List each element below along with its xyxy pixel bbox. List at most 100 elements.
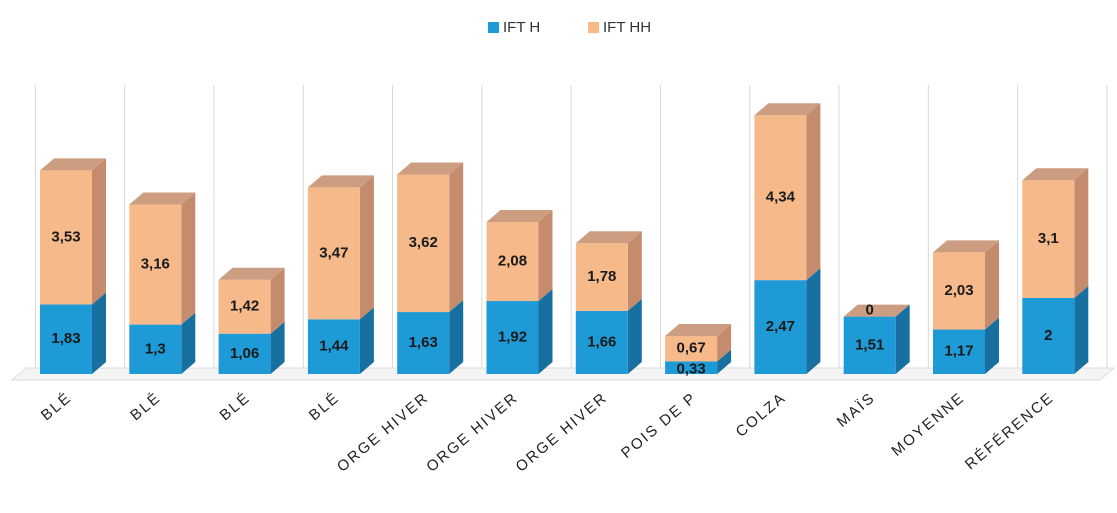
value-label: 1,63 <box>409 334 438 351</box>
bar <box>486 222 539 302</box>
bar-side <box>538 210 553 302</box>
bar-top <box>665 324 732 336</box>
bar-side <box>181 192 196 325</box>
bar-top <box>754 103 821 116</box>
bar-top <box>486 210 553 222</box>
bar <box>933 329 985 374</box>
bar-side <box>895 304 910 374</box>
value-label: 3,53 <box>51 228 80 245</box>
legend-label: IFT H <box>503 19 540 36</box>
value-label: 1,3 <box>145 340 166 357</box>
bar <box>397 174 450 313</box>
bar <box>40 170 92 305</box>
bar <box>1022 180 1075 298</box>
bar-side <box>806 103 821 281</box>
value-label: 1,83 <box>51 330 80 347</box>
value-label: 3,16 <box>141 256 170 273</box>
bar-top <box>129 192 196 205</box>
bar-top <box>575 231 642 244</box>
value-label: 2 <box>1044 327 1052 344</box>
bar-side <box>538 289 553 374</box>
bar-side <box>359 175 374 320</box>
x-tick-label: RÉFÉRENCE <box>962 389 1058 473</box>
value-label: 3,1 <box>1038 230 1059 247</box>
legend-label: IFT HH <box>603 19 651 36</box>
bar-side <box>92 292 106 374</box>
value-label: 2,03 <box>944 282 973 299</box>
x-tick-label: MOYENNE <box>888 389 968 460</box>
bar-side <box>985 240 999 330</box>
bar-top <box>843 304 910 317</box>
value-label: 1,92 <box>498 328 527 345</box>
bar <box>1022 298 1075 374</box>
bar <box>575 243 628 311</box>
value-label: 1,42 <box>230 298 259 315</box>
legend-swatch <box>488 22 499 33</box>
bar-side <box>449 300 464 374</box>
x-tick-label: COLZA <box>733 389 790 441</box>
bar-side <box>270 321 285 374</box>
bar <box>218 279 271 334</box>
bar <box>397 312 450 374</box>
value-label: 1,66 <box>587 333 616 350</box>
value-label: 4,34 <box>766 189 796 206</box>
bar <box>486 301 539 374</box>
bar <box>40 304 92 374</box>
bar-side <box>717 349 732 374</box>
x-tick-label: BLÉ <box>38 389 75 424</box>
bar-side <box>985 317 999 374</box>
bar <box>754 280 807 374</box>
bar-side <box>717 324 732 362</box>
value-label: 0,67 <box>676 340 705 357</box>
bar <box>665 361 718 374</box>
legend-swatch <box>588 22 599 33</box>
x-tick-label: MAÏS <box>834 389 879 431</box>
bar <box>665 336 718 362</box>
x-tick-label: BLÉ <box>127 389 164 424</box>
bar <box>129 324 182 374</box>
bar <box>218 333 271 374</box>
bar-side <box>1074 286 1089 374</box>
bar-side <box>181 312 196 374</box>
x-tick-label: ORGE HIVER <box>334 389 432 475</box>
value-label: 1,06 <box>230 345 259 362</box>
value-label: 1,17 <box>944 343 973 360</box>
bar <box>307 187 360 320</box>
bar-top <box>218 267 285 280</box>
bar-side <box>1074 168 1089 298</box>
bar-side <box>449 162 464 313</box>
bar-side <box>359 307 374 374</box>
value-label: 3,47 <box>319 244 348 261</box>
bar <box>843 316 896 374</box>
bar-side <box>806 268 821 374</box>
bar <box>933 252 985 330</box>
value-label: 0 <box>866 302 874 319</box>
bar-side <box>627 298 642 374</box>
bar <box>575 310 628 374</box>
bar <box>307 319 360 374</box>
floor <box>10 367 1116 381</box>
x-tick-label: ORGE HIVER <box>513 389 611 475</box>
bar <box>754 115 807 281</box>
value-label: 0,33 <box>676 360 705 377</box>
bar-top <box>397 162 464 175</box>
bar-top <box>1022 168 1089 181</box>
x-tick-label: POIS DE P <box>618 389 700 462</box>
value-label: 2,08 <box>498 252 527 269</box>
bar <box>129 204 182 325</box>
x-tick-label: BLÉ <box>306 389 343 424</box>
bar-side <box>627 231 642 311</box>
value-label: 3,62 <box>409 234 438 251</box>
value-label: 1,78 <box>587 268 616 285</box>
bar-top <box>307 175 374 188</box>
bar-top <box>933 240 999 253</box>
x-tick-label: ORGE HIVER <box>423 389 521 475</box>
value-label: 2,47 <box>766 318 795 335</box>
bar-side <box>270 267 285 334</box>
bar-side <box>92 158 106 305</box>
x-tick-label: BLÉ <box>216 389 253 424</box>
legend: IFT H IFT HH <box>488 19 651 36</box>
bar-top <box>40 158 106 171</box>
value-label: 1,44 <box>319 338 349 355</box>
